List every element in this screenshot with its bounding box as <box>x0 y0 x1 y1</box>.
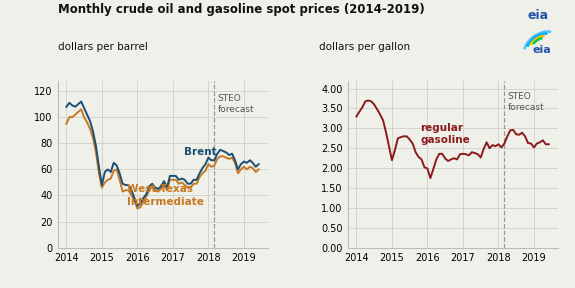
Text: STEO
forecast: STEO forecast <box>507 92 544 112</box>
Text: West Texas
Intermediate: West Texas Intermediate <box>126 184 204 206</box>
Text: regular
gasoline: regular gasoline <box>420 123 470 145</box>
Text: dollars per gallon: dollars per gallon <box>319 42 410 52</box>
Text: eia: eia <box>528 9 549 22</box>
Text: dollars per barrel: dollars per barrel <box>58 42 147 52</box>
Text: Brent: Brent <box>183 147 216 157</box>
Text: STEO
forecast: STEO forecast <box>217 94 254 114</box>
Text: eia: eia <box>532 45 551 55</box>
Text: Monthly crude oil and gasoline spot prices (2014-2019): Monthly crude oil and gasoline spot pric… <box>58 3 424 16</box>
